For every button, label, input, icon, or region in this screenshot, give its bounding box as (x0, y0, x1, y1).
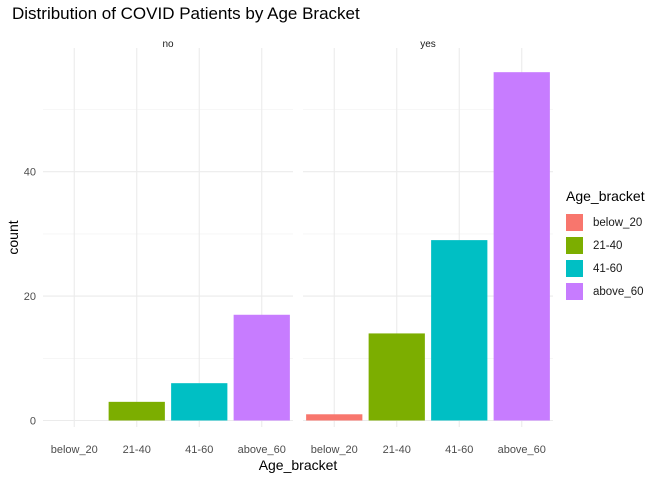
y-tick-label: 40 (24, 167, 36, 179)
legend-label: above_60 (593, 285, 644, 298)
x-tick-label: above_60 (238, 444, 286, 456)
bar-yes-21-40 (368, 333, 425, 421)
bar-no-above_60 (233, 314, 290, 421)
facet-label: no (162, 39, 174, 50)
legend-label: below_20 (593, 216, 643, 229)
legend-item: below_20 (566, 211, 645, 234)
bar-yes-below_20 (306, 414, 363, 421)
legend-label: 41-60 (593, 262, 623, 275)
x-tick-label: 21-40 (383, 444, 411, 456)
bar-yes-above_60 (493, 72, 550, 421)
x-tick-label: 41-60 (445, 444, 473, 456)
y-axis-label: count (5, 220, 21, 254)
bar-no-21-40 (108, 401, 165, 421)
chart-title: Distribution of COVID Patients by Age Br… (12, 4, 360, 23)
bar-no-41-60 (171, 383, 228, 421)
x-tick-label: below_20 (51, 444, 98, 456)
y-tick-label: 20 (24, 291, 36, 303)
legend-key-swatch (566, 214, 583, 231)
x-tick-label: below_20 (311, 444, 358, 456)
x-axis-label: Age_bracket (259, 457, 338, 473)
y-tick-label: 0 (30, 416, 36, 428)
legend: Age_bracket below_20 21-40 41-60 above_60 (566, 188, 645, 303)
x-tick-label: 41-60 (185, 444, 213, 456)
legend-key-swatch (566, 283, 583, 300)
facet-label: yes (420, 39, 436, 50)
legend-items: below_20 21-40 41-60 above_60 (566, 211, 645, 303)
legend-item: 21-40 (566, 234, 645, 257)
x-tick-label: 21-40 (123, 444, 151, 456)
legend-key-swatch (566, 237, 583, 254)
legend-key-swatch (566, 260, 583, 277)
bar-yes-41-60 (431, 240, 488, 421)
legend-item: above_60 (566, 280, 645, 303)
legend-title: Age_bracket (566, 188, 645, 204)
x-tick-label: above_60 (498, 444, 546, 456)
legend-label: 21-40 (593, 239, 623, 252)
legend-item: 41-60 (566, 257, 645, 280)
